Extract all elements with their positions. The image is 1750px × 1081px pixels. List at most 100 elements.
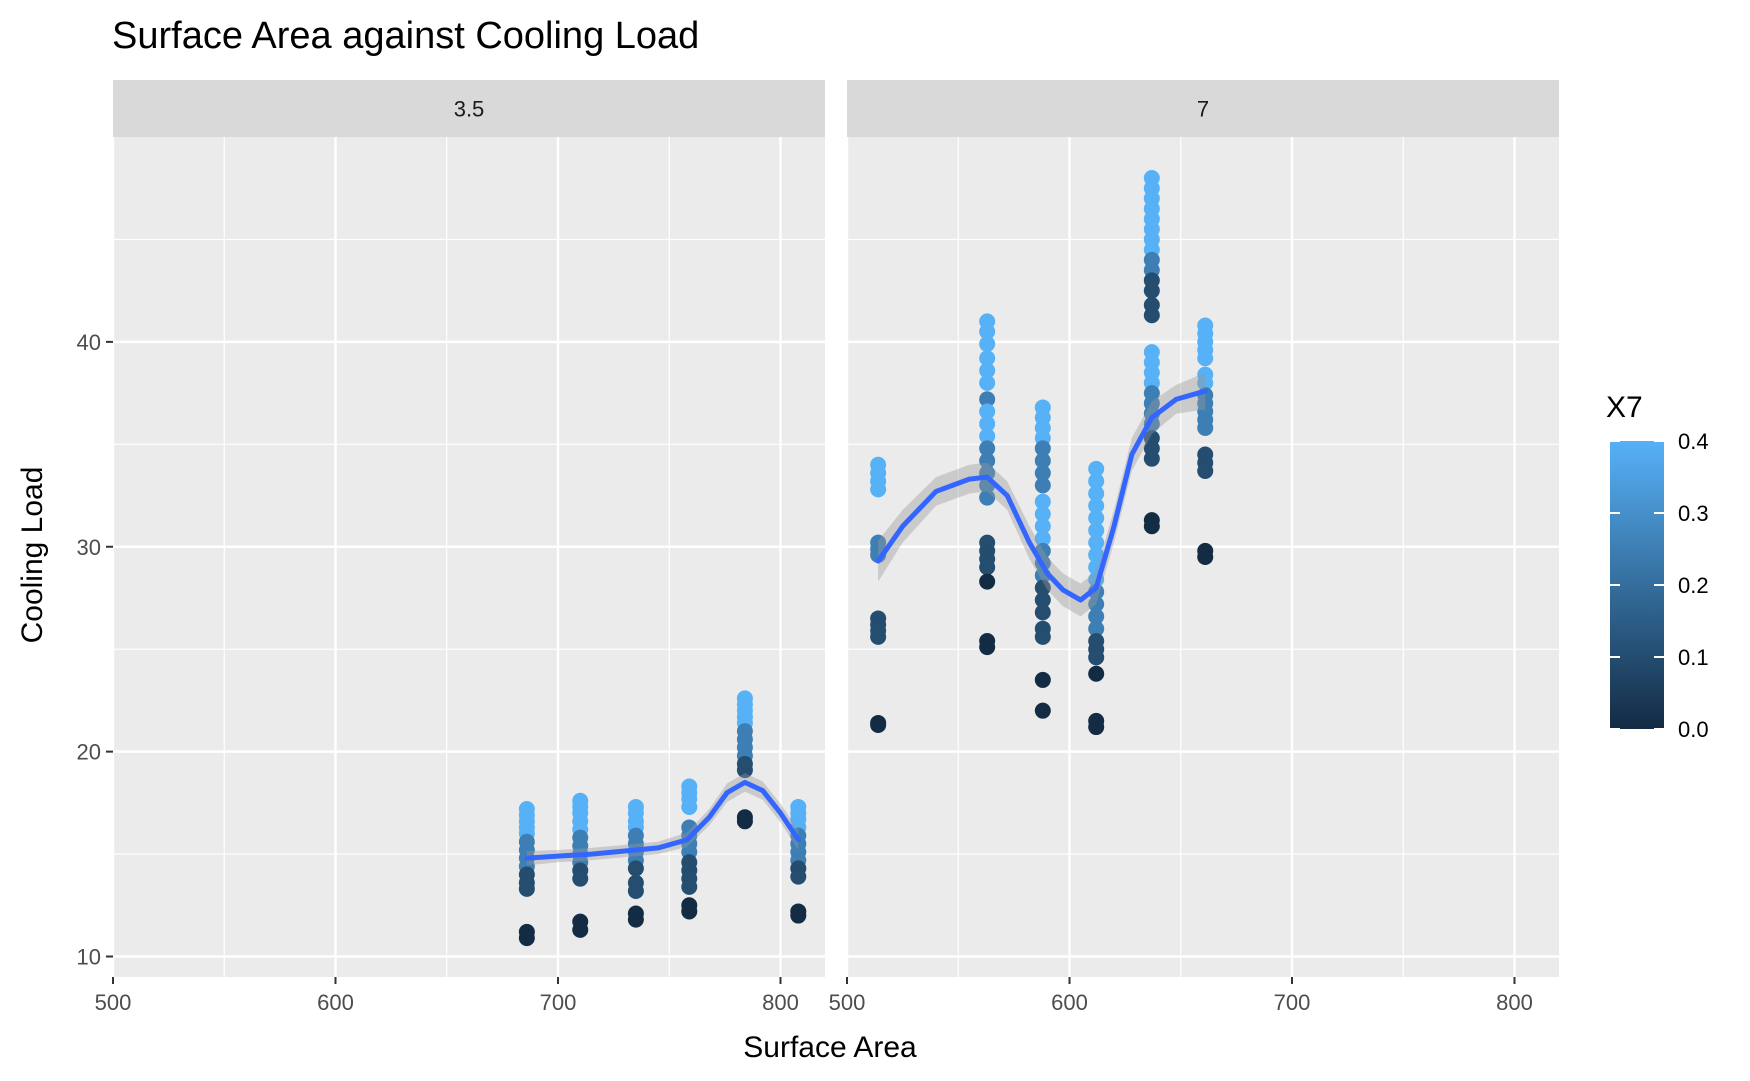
- data-point: [1034, 493, 1051, 510]
- x-tick-label: 700: [540, 990, 577, 1015]
- facet-strip: [113, 80, 825, 137]
- data-point: [979, 362, 996, 379]
- data-point: [1143, 518, 1160, 535]
- data-point: [1034, 702, 1051, 719]
- data-point: [979, 403, 996, 420]
- legend-tick-label: 0.0: [1678, 717, 1709, 742]
- data-point: [979, 639, 996, 656]
- data-point: [979, 323, 996, 340]
- data-point: [1088, 522, 1105, 539]
- data-point: [1034, 452, 1051, 469]
- data-point: [1088, 546, 1105, 563]
- data-point: [979, 573, 996, 590]
- data-point: [627, 860, 644, 877]
- data-point: [1034, 477, 1051, 494]
- chart-title: Surface Area against Cooling Load: [112, 15, 699, 57]
- data-point: [1088, 649, 1105, 666]
- data-point: [1034, 628, 1051, 645]
- panel-background: [113, 137, 825, 977]
- data-point: [1088, 620, 1105, 637]
- data-point: [518, 930, 535, 947]
- data-point: [1143, 282, 1160, 299]
- data-point: [1034, 530, 1051, 547]
- data-point: [979, 489, 996, 506]
- y-tick-label: 20: [77, 740, 101, 765]
- data-point: [627, 882, 644, 899]
- legend-tick-label: 0.2: [1678, 573, 1709, 598]
- data-point: [681, 878, 698, 895]
- data-point: [790, 907, 807, 924]
- data-point: [1143, 450, 1160, 467]
- legend-tick-label: 0.3: [1678, 501, 1709, 526]
- data-point: [736, 813, 753, 830]
- data-point: [572, 921, 589, 938]
- data-point: [979, 415, 996, 432]
- data-point: [870, 717, 887, 733]
- data-point: [1034, 592, 1051, 609]
- data-point: [870, 628, 887, 645]
- data-point: [1088, 460, 1105, 477]
- data-point: [736, 762, 753, 779]
- data-point: [681, 798, 698, 815]
- data-point: [979, 374, 996, 391]
- data-point: [1088, 485, 1105, 502]
- data-point: [1088, 534, 1105, 551]
- smooth-line: [875, 388, 1208, 603]
- facet-strip-label: 7: [1197, 97, 1209, 122]
- data-point: [1088, 510, 1105, 527]
- data-point: [1088, 665, 1105, 682]
- facet-strip: [847, 80, 1559, 137]
- x-tick-label: 800: [1496, 990, 1533, 1015]
- data-point: [790, 868, 807, 885]
- facet-panel-0: 3.5 500 600 700 800 10 20 30 40: [77, 80, 825, 1015]
- data-point: [1088, 719, 1105, 736]
- data-point: [1034, 505, 1051, 522]
- data-point: [1197, 350, 1214, 367]
- y-tick-label: 40: [77, 330, 101, 355]
- data-point: [979, 428, 996, 445]
- legend-tick-label: 0.1: [1678, 645, 1709, 670]
- facet-panels: 3.5 500 600 700 800 10 20 30 40 7 500 600 700 800: [77, 80, 1559, 1015]
- data-point: [518, 880, 535, 897]
- data-point: [1088, 497, 1105, 514]
- data-point: [1034, 579, 1051, 596]
- data-point: [870, 481, 887, 498]
- data-point: [979, 559, 996, 576]
- data-point: [1088, 596, 1105, 613]
- smooth-confidence-band: [526, 773, 799, 866]
- data-point: [1088, 608, 1105, 625]
- data-point: [1197, 462, 1214, 479]
- y-tick-label: 10: [77, 945, 101, 970]
- legend-title: X7: [1606, 391, 1643, 424]
- data-point: [979, 440, 996, 457]
- data-point: [1088, 473, 1105, 490]
- data-point: [1197, 419, 1214, 436]
- data-point: [979, 391, 996, 408]
- data-point: [1034, 440, 1051, 457]
- x-tick-label: 800: [762, 990, 799, 1015]
- data-point: [1143, 307, 1160, 324]
- y-tick-label: 30: [77, 535, 101, 560]
- smooth-line: [524, 779, 801, 861]
- data-point: [627, 911, 644, 928]
- x-axis-label: Surface Area: [743, 1031, 917, 1064]
- x-tick-label: 600: [1051, 990, 1088, 1015]
- data-point: [1034, 465, 1051, 481]
- data-point: [681, 903, 698, 920]
- x-tick-label: 700: [1274, 990, 1311, 1015]
- x-tick-label: 500: [829, 990, 866, 1015]
- data-point: [979, 452, 996, 469]
- data-point: [979, 350, 996, 367]
- x-tick-label: 500: [95, 990, 132, 1015]
- data-point: [979, 335, 996, 352]
- data-point: [1034, 604, 1051, 621]
- x-tick-label: 600: [317, 990, 354, 1015]
- data-point: [1034, 671, 1051, 688]
- legend-tick-label: 0.4: [1678, 429, 1709, 454]
- facet-panel-1: 7 500 600 700 800: [829, 80, 1559, 1015]
- data-point: [572, 870, 589, 887]
- data-point: [1034, 518, 1051, 535]
- y-axis-label: Cooling Load: [16, 467, 49, 644]
